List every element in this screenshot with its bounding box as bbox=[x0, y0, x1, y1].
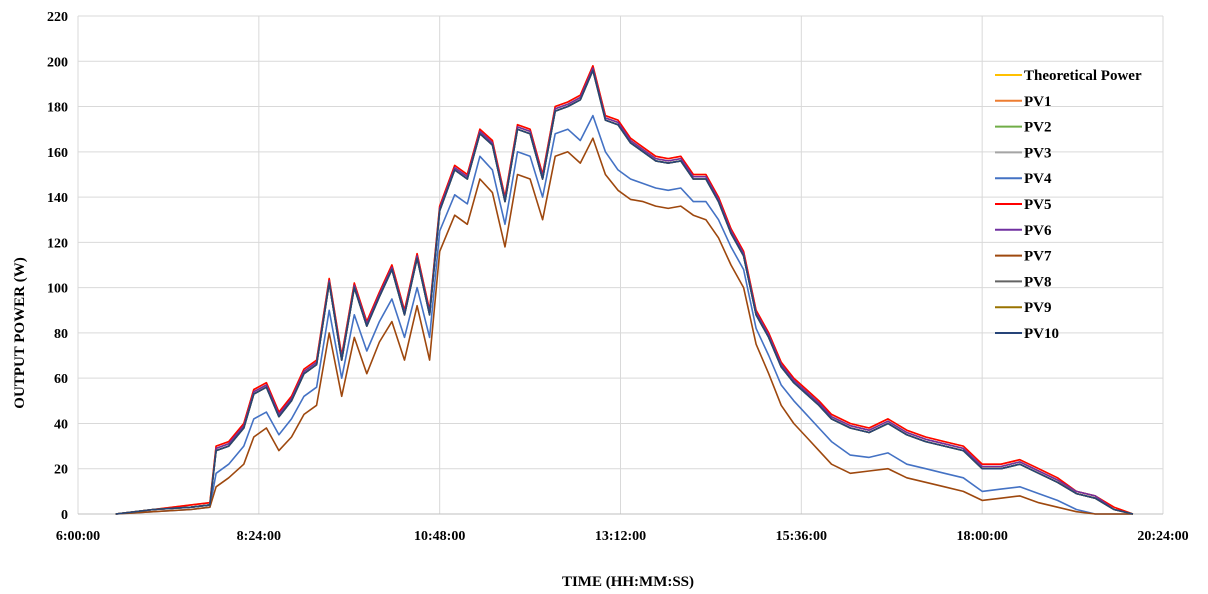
series-line-pv9 bbox=[115, 69, 1134, 515]
legend-label: PV2 bbox=[1024, 120, 1052, 136]
legend-item: PV6 bbox=[995, 223, 1052, 239]
y-tick-label: 160 bbox=[47, 146, 68, 161]
legend-label: Theoretical Power bbox=[1024, 68, 1142, 84]
legend-item: PV4 bbox=[995, 171, 1052, 187]
x-tick-label: 18:00:00 bbox=[957, 529, 1008, 544]
legend-label: PV4 bbox=[1024, 171, 1052, 187]
legend-label: PV1 bbox=[1024, 94, 1052, 110]
y-axis-ticks: 0 20 40 60 80 100 120 140 160 180 200 220 bbox=[47, 10, 68, 523]
legend-item: PV9 bbox=[995, 300, 1052, 316]
legend-label: PV6 bbox=[1024, 223, 1052, 239]
legend-item: PV1 bbox=[995, 94, 1052, 110]
x-tick-label: 15:36:00 bbox=[776, 529, 827, 544]
y-tick-label: 220 bbox=[47, 10, 68, 25]
legend-item: PV2 bbox=[995, 120, 1052, 136]
legend-item: PV5 bbox=[995, 197, 1052, 213]
legend: Theoretical Power PV1 PV2 PV3 PV4 PV5 PV6 PV7 PV… bbox=[995, 68, 1142, 342]
x-tick-label: 6:00:00 bbox=[56, 529, 100, 544]
y-tick-label: 100 bbox=[47, 282, 68, 297]
series-line-pv10 bbox=[115, 69, 1134, 515]
y-tick-label: 20 bbox=[54, 463, 68, 478]
legend-item: Theoretical Power bbox=[995, 68, 1142, 84]
y-tick-label: 60 bbox=[54, 372, 68, 387]
x-tick-label: 13:12:00 bbox=[595, 529, 646, 544]
legend-item: PV10 bbox=[995, 326, 1059, 342]
y-axis-title: OUTPUT POWER (W) bbox=[12, 257, 28, 408]
series-line-pv4 bbox=[115, 114, 1133, 515]
legend-item: PV3 bbox=[995, 145, 1052, 161]
legend-label: PV10 bbox=[1024, 326, 1059, 342]
y-tick-label: 140 bbox=[47, 191, 68, 206]
x-axis-title: TIME (HH:MM:SS) bbox=[562, 574, 694, 590]
y-tick-label: 0 bbox=[61, 508, 68, 523]
y-tick-label: 180 bbox=[47, 101, 68, 116]
x-tick-label: 8:24:00 bbox=[237, 529, 281, 544]
legend-label: PV3 bbox=[1024, 145, 1052, 161]
legend-label: PV9 bbox=[1024, 300, 1052, 316]
y-tick-label: 80 bbox=[54, 327, 68, 342]
series-line-pv3 bbox=[115, 69, 1134, 515]
y-tick-label: 200 bbox=[47, 55, 68, 70]
legend-label: PV8 bbox=[1024, 274, 1052, 290]
grid bbox=[77, 15, 1164, 515]
series-line-pv8 bbox=[115, 69, 1134, 515]
y-tick-label: 120 bbox=[47, 236, 68, 251]
x-axis-ticks: 6:00:00 8:24:00 10:48:00 13:12:00 15:36:00 18… bbox=[56, 529, 1189, 544]
legend-label: PV7 bbox=[1024, 249, 1052, 265]
x-tick-label: 10:48:00 bbox=[414, 529, 465, 544]
series-line-pv7 bbox=[115, 137, 1133, 515]
legend-item: PV7 bbox=[995, 249, 1052, 265]
y-tick-label: 40 bbox=[54, 417, 68, 432]
legend-item: PV8 bbox=[995, 274, 1052, 290]
plot-area bbox=[115, 65, 1134, 515]
series-line-pv2 bbox=[115, 69, 1134, 515]
legend-label: PV5 bbox=[1024, 197, 1052, 213]
x-tick-label: 20:24:00 bbox=[1137, 529, 1188, 544]
